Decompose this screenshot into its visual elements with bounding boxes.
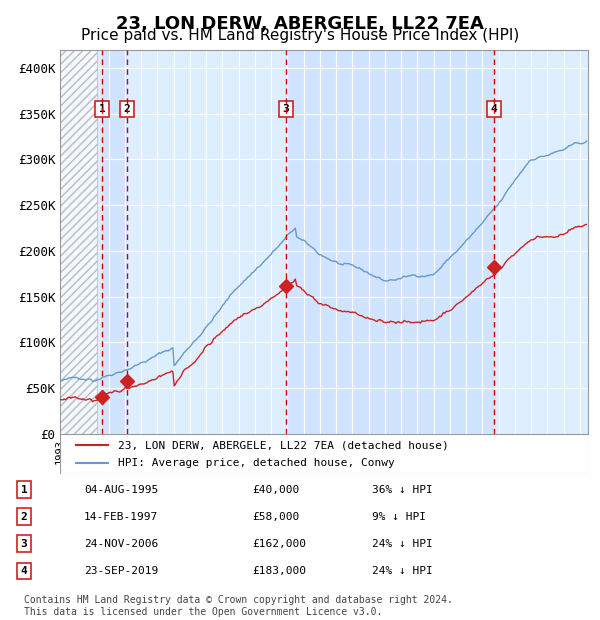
Text: 2: 2 xyxy=(20,512,28,521)
Text: Price paid vs. HM Land Registry's House Price Index (HPI): Price paid vs. HM Land Registry's House … xyxy=(81,28,519,43)
Bar xyxy=(60,50,97,434)
Text: 24-NOV-2006: 24-NOV-2006 xyxy=(84,539,158,549)
Text: 24% ↓ HPI: 24% ↓ HPI xyxy=(372,539,433,549)
Text: Contains HM Land Registry data © Crown copyright and database right 2024.
This d: Contains HM Land Registry data © Crown c… xyxy=(24,595,453,617)
Text: HPI: Average price, detached house, Conwy: HPI: Average price, detached house, Conw… xyxy=(118,458,395,468)
Text: 4: 4 xyxy=(491,104,497,114)
FancyBboxPatch shape xyxy=(60,434,588,474)
Text: 23, LON DERW, ABERGELE, LL22 7EA: 23, LON DERW, ABERGELE, LL22 7EA xyxy=(116,16,484,33)
Text: 2: 2 xyxy=(124,104,130,114)
Text: 23-SEP-2019: 23-SEP-2019 xyxy=(84,566,158,576)
Text: 3: 3 xyxy=(283,104,289,114)
Text: 9% ↓ HPI: 9% ↓ HPI xyxy=(372,512,426,521)
Bar xyxy=(286,50,494,434)
Text: 04-AUG-1995: 04-AUG-1995 xyxy=(84,485,158,495)
Text: 24% ↓ HPI: 24% ↓ HPI xyxy=(372,566,433,576)
Text: £40,000: £40,000 xyxy=(252,485,299,495)
Bar xyxy=(60,50,97,434)
Bar xyxy=(102,50,127,434)
Text: 14-FEB-1997: 14-FEB-1997 xyxy=(84,512,158,521)
Text: £58,000: £58,000 xyxy=(252,512,299,521)
Text: 36% ↓ HPI: 36% ↓ HPI xyxy=(372,485,433,495)
Text: 23, LON DERW, ABERGELE, LL22 7EA (detached house): 23, LON DERW, ABERGELE, LL22 7EA (detach… xyxy=(118,440,449,450)
Text: 3: 3 xyxy=(20,539,28,549)
Text: 1: 1 xyxy=(20,485,28,495)
Text: 4: 4 xyxy=(20,566,28,576)
Text: £162,000: £162,000 xyxy=(252,539,306,549)
Text: 1: 1 xyxy=(98,104,105,114)
Text: £183,000: £183,000 xyxy=(252,566,306,576)
